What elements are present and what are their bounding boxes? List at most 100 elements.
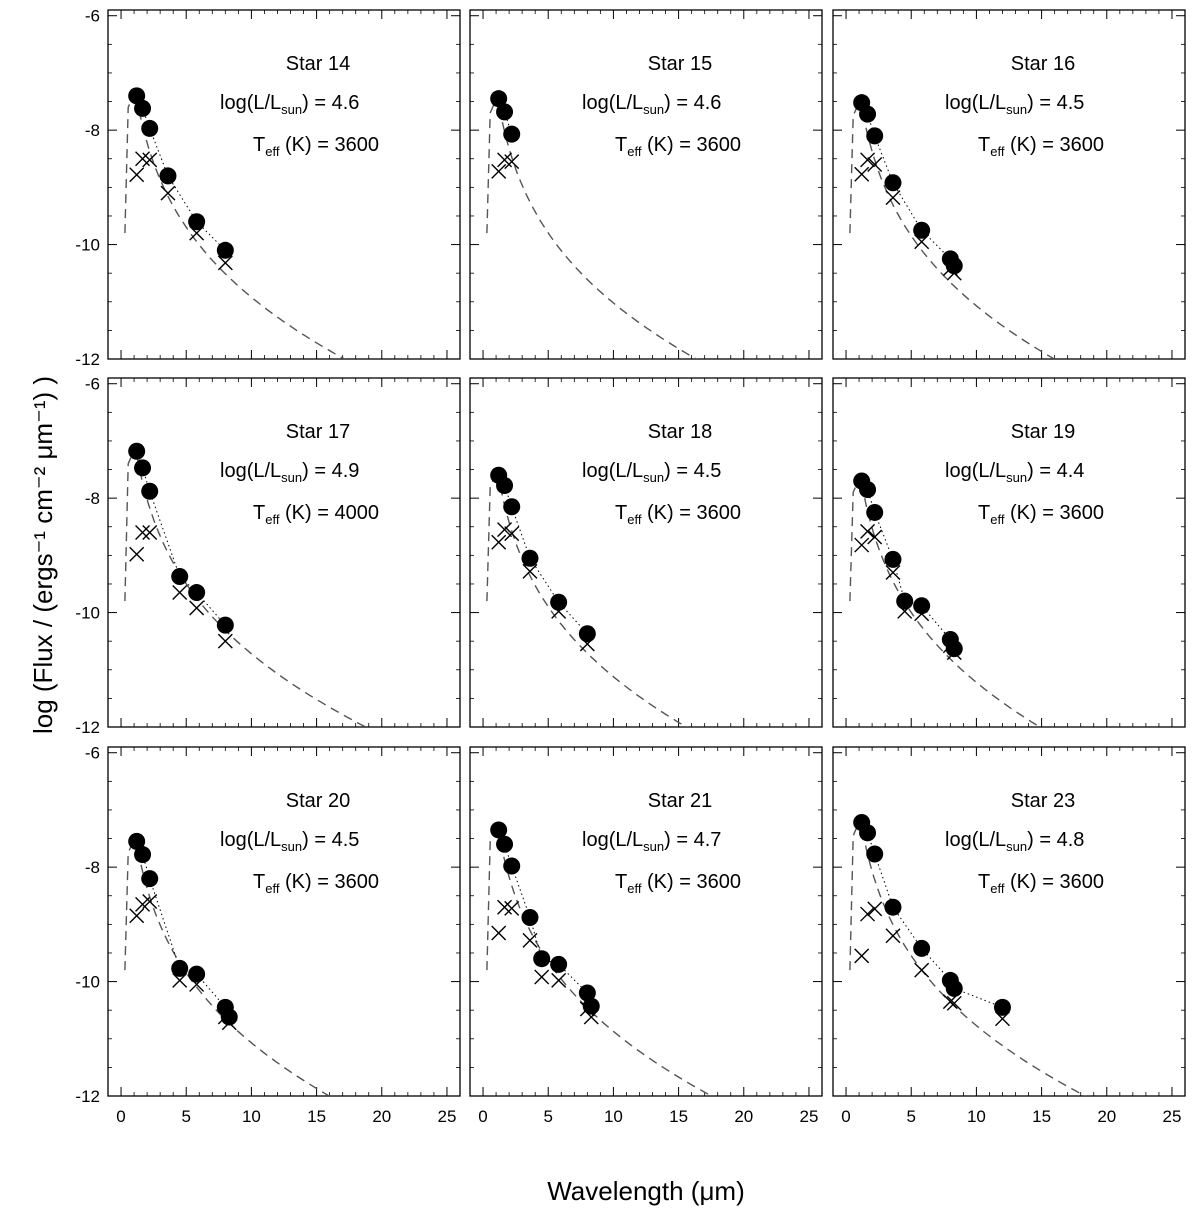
panel-2-circle-point <box>490 90 508 108</box>
panel-4-cross-point <box>172 585 188 601</box>
panel-3-circle-point <box>884 174 902 192</box>
panel-9-circle-point <box>993 998 1011 1016</box>
panel-2-title: Star 15 <box>648 53 712 75</box>
panel-5: Star 18 log(L/Lsun) = 4.5 Teff (K) = 3600 <box>469 377 823 728</box>
panel-3-circle-point <box>945 257 963 275</box>
panel-1-circle-point <box>159 167 177 185</box>
panel-9-xtick-label: 25 <box>1163 1107 1182 1126</box>
panel-5-cross-point <box>522 563 538 579</box>
panel-8-circle-point <box>503 857 521 875</box>
panel-3-cross-point <box>854 166 870 182</box>
panel-4-cross-point <box>135 524 151 540</box>
panel-7-luminosity: log(L/Lsun) = 4.5 <box>220 829 359 854</box>
panel-1-cross-point <box>142 152 158 168</box>
panel-4-circle-point <box>216 616 234 634</box>
panel-3-fit-line <box>861 102 955 266</box>
panel-4-cross-point <box>129 546 145 562</box>
panel-7-xtick-label: 25 <box>438 1107 457 1126</box>
panel-6-circle-point <box>896 592 914 610</box>
panel-3-circle-point <box>913 221 931 239</box>
panel-1-ytick-label: -10 <box>75 236 100 255</box>
panel-4-circle-point <box>134 459 152 477</box>
panel-7-temperature: Teff (K) = 3600 <box>253 871 379 896</box>
panel-9-xtick-label: 20 <box>1097 1107 1116 1126</box>
panel-6-circle-point <box>945 640 963 658</box>
panel-5-circle-point <box>550 593 568 611</box>
panel-1-circle-point <box>188 213 206 231</box>
panel-grid: -6 -8 -10 -12 Star 14 log(L/Lsun) = 4.6 Teff (… <box>75 7 1186 1126</box>
panel-5-circle-point <box>503 498 521 516</box>
panel-7-circle-point <box>128 832 146 850</box>
panel-2-model-curve <box>486 93 698 359</box>
panel-7-ytick-label: -6 <box>85 744 100 763</box>
panel-9-cross-point <box>860 906 876 922</box>
panel-7-xtick-label: 15 <box>307 1107 326 1126</box>
panel-5-model-curve <box>486 467 688 727</box>
panel-8-xtick-label: 25 <box>800 1107 819 1126</box>
panel-1-cross-point <box>160 185 176 201</box>
panel-8-xtick-label: 0 <box>478 1107 487 1126</box>
panel-8-xtick-label: 20 <box>734 1107 753 1126</box>
panel-5-luminosity: log(L/Lsun) = 4.5 <box>582 460 721 485</box>
panel-8-cross-point <box>534 969 550 985</box>
panel-7: -6 -8 -10 -12 0 5 10 15 20 25 Star 20 log(L/Lsun) =… <box>75 744 461 1126</box>
panel-8-cross-point <box>551 972 567 988</box>
panel-6-circle-point <box>884 550 902 568</box>
panel-5-circle-point <box>578 625 596 643</box>
panel-9-circle-point <box>884 898 902 916</box>
panel-2-cross-point <box>491 163 507 179</box>
panel-7-fit-line <box>136 841 230 1018</box>
panel-3-luminosity: log(L/Lsun) = 4.5 <box>945 92 1084 117</box>
panel-8-temperature: Teff (K) = 3600 <box>615 871 741 896</box>
panel-5-title: Star 18 <box>648 421 712 443</box>
panel-6: Star 19 log(L/Lsun) = 4.4 Teff (K) = 3600 <box>832 377 1186 728</box>
panel-4-circle-point <box>188 584 206 602</box>
panel-5-circle-point <box>496 477 514 495</box>
panel-6-circle-point <box>859 481 877 499</box>
panel-2-circle-point <box>496 103 514 121</box>
panel-7-circle-point <box>141 870 159 888</box>
panel-2-temperature: Teff (K) = 3600 <box>615 134 741 159</box>
panel-4-ytick-label: -10 <box>75 604 100 623</box>
panel-4-cross-point <box>217 633 233 649</box>
panel-8-circle-point <box>521 908 539 926</box>
panel-9-xtick-label: 15 <box>1032 1107 1051 1126</box>
panel-9-cross-point <box>914 962 930 978</box>
panel-3-cross-point <box>885 190 901 206</box>
panel-9-cross-point <box>942 994 958 1010</box>
panel-8-circle-point <box>582 997 600 1015</box>
panel-5-cross-point <box>504 526 520 542</box>
panel-4-frame <box>107 377 461 728</box>
panel-9-xtick-label: 0 <box>841 1107 850 1126</box>
panel-9-circle-point <box>859 824 877 842</box>
panel-7-ytick-label: -10 <box>75 973 100 992</box>
panel-7-cross-point <box>172 972 188 988</box>
panel-1-ytick-label: -12 <box>75 350 100 369</box>
panel-2-frame <box>469 9 823 360</box>
panel-8: 0 5 10 15 20 25 Star 21 log(L/Lsun) = 4.7 Teff (… <box>469 746 823 1126</box>
panel-7-cross-point <box>129 908 145 924</box>
panel-1-circle-point <box>134 99 152 117</box>
panel-3-title: Star 16 <box>1011 53 1075 75</box>
panel-9: 0 5 10 15 20 25 Star 23 log(L/Lsun) = 4.8 Teff (… <box>832 746 1186 1126</box>
panel-9-xtick-label: 10 <box>967 1107 986 1126</box>
panel-9-frame <box>832 746 1186 1097</box>
panel-7-xtick-label: 0 <box>116 1107 125 1126</box>
y-axis-label: log (Flux / (ergs⁻¹ cm⁻² μm⁻¹) ) <box>28 376 58 734</box>
panel-7-ytick-label: -8 <box>85 858 100 877</box>
panel-1: -6 -8 -10 -12 Star 14 log(L/Lsun) = 4.6 Teff (… <box>75 7 461 369</box>
panel-1-circle-point <box>216 241 234 259</box>
panel-6-cross-point <box>867 529 883 545</box>
panel-8-circle-point <box>550 955 568 973</box>
panel-6-cross-point <box>860 523 876 539</box>
panel-9-temperature: Teff (K) = 3600 <box>978 871 1104 896</box>
panel-7-ytick-label: -12 <box>75 1087 100 1106</box>
panel-3-frame <box>832 9 1186 360</box>
panel-4-circle-point <box>141 482 159 500</box>
panel-3-circle-point <box>859 105 877 123</box>
panel-2-circle-point <box>503 125 521 143</box>
panel-3-temperature: Teff (K) = 3600 <box>978 134 1104 159</box>
panel-4-circle-point <box>171 568 189 586</box>
panel-8-title: Star 21 <box>648 790 712 812</box>
